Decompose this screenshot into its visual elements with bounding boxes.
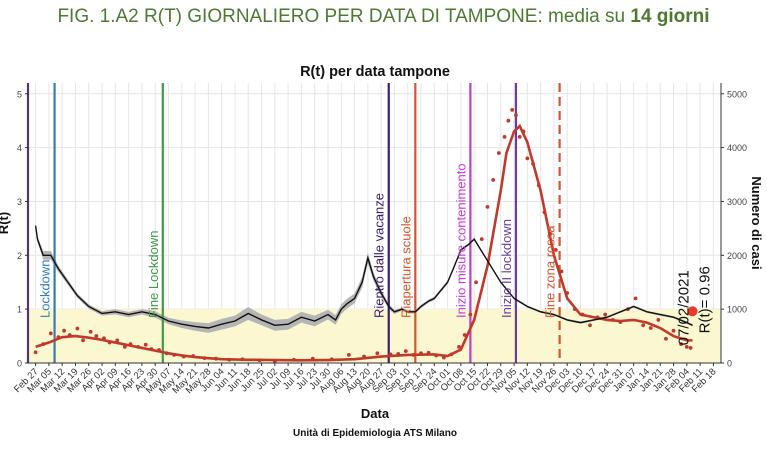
annotation-date: 07/02/2021 [676, 270, 693, 345]
case-point [671, 328, 676, 333]
case-point [468, 312, 473, 317]
case-point [588, 323, 592, 328]
case-point [688, 346, 693, 350]
case-point [517, 134, 522, 139]
case-point [474, 280, 478, 285]
case-point [664, 336, 668, 341]
case-point [633, 296, 638, 301]
figure-title: FIG. 1.A2 R(T) GIORNALIERO PER DATA DI T… [0, 6, 767, 28]
case-point [33, 350, 38, 355]
case-point [559, 269, 564, 274]
case-point [514, 113, 518, 118]
y2-axis-label: Numero di casi [749, 176, 764, 269]
y-tick-label: 1 [17, 305, 22, 315]
y2-tick-label: 5000 [727, 89, 747, 99]
case-point [525, 156, 530, 161]
y-tick-label: 4 [17, 143, 22, 153]
case-point [346, 353, 351, 357]
latest-rt-point [687, 306, 698, 317]
case-point [75, 326, 80, 331]
y-axis-left: 0 1 2 3 4 5 [17, 83, 29, 369]
figure-title-main: FIG. 1.A2 R(T) GIORNALIERO PER DATA DI T… [57, 6, 626, 27]
event-label: Rientro dalle vacanze [372, 193, 387, 318]
y-tick-label: 2 [17, 251, 22, 261]
y-tick-label: 0 [17, 359, 22, 369]
case-point [81, 338, 85, 343]
case-point [510, 108, 515, 112]
event-label: Lockdown [38, 259, 53, 318]
event-label: Fine Lockdown [146, 231, 161, 318]
case-point [679, 342, 684, 347]
case-point [553, 248, 558, 252]
x-axis-label: Data [361, 406, 390, 421]
event-label: Riapertura scuole [398, 216, 413, 318]
case-point [94, 334, 99, 338]
case-point [457, 344, 461, 349]
cases-smoothed-line [35, 123, 693, 362]
case-point [48, 331, 53, 336]
y2-tick-label: 0 [727, 359, 732, 369]
case-point [656, 318, 661, 322]
y2-tick-label: 3000 [727, 197, 747, 207]
case-point [684, 344, 689, 349]
case-point [603, 312, 608, 317]
case-point [485, 204, 490, 209]
case-point [491, 178, 496, 182]
event-label: Inizio II lockdown [499, 219, 514, 318]
event-label: Inizio misure contenimento [453, 163, 468, 318]
case-point [506, 118, 511, 123]
event-labels: Lockdown Fine Lockdown Rientro dalle vacan… [38, 163, 558, 318]
y-tick-label: 3 [17, 197, 22, 207]
case-point [479, 237, 484, 242]
case-point [143, 342, 148, 347]
footer-credit: Unità di Epidemiologia ATS Milano [293, 428, 457, 439]
chart-title: R(t) per data tampone [300, 64, 450, 80]
case-point [496, 151, 501, 155]
case-point [375, 351, 380, 356]
case-point [62, 328, 66, 333]
y2-tick-label: 1000 [727, 305, 747, 315]
rt-confidence-band [35, 223, 693, 333]
case-point [403, 349, 408, 354]
case-point [641, 323, 646, 328]
y-tick-label: 5 [17, 89, 22, 99]
y-axis-right: 0 1000 2000 3000 4000 5000 [720, 83, 747, 369]
annotation-rt-value: R(t)= 0.96 [697, 266, 714, 333]
event-label: Fine zona rossa [543, 225, 558, 318]
figure-title-bold: 14 giorni [630, 6, 710, 27]
case-point [502, 134, 507, 139]
case-point [648, 326, 653, 330]
y2-tick-label: 4000 [727, 143, 747, 153]
latest-rt-annotation: 07/02/2021 R(t)= 0.96 [676, 266, 714, 345]
rt-line [34, 225, 693, 329]
case-point [115, 338, 120, 343]
y2-tick-label: 2000 [727, 251, 747, 261]
y-axis-label: R(t) [0, 212, 11, 234]
case-point [88, 329, 93, 334]
